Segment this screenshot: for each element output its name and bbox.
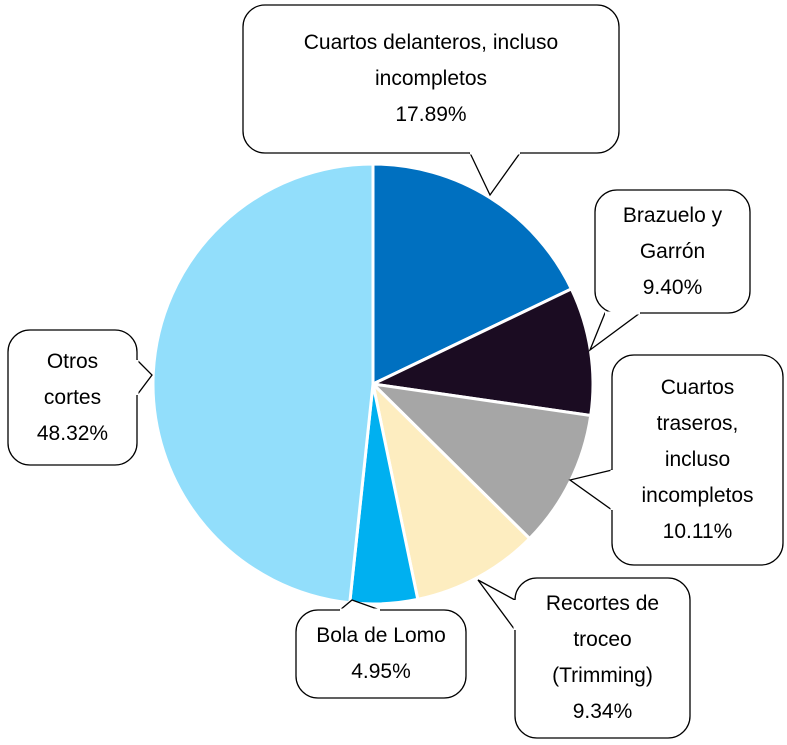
callout-box [295,609,467,699]
value-label: 9.40% [642,275,703,299]
value-label: 4.95% [351,660,411,683]
category-label: Recortes de troceo (Trimming) [545,592,660,687]
pie-slice [151,162,375,605]
category-label: Cuartos traseros, incluso incompletos [641,376,754,507]
category-label: Otros cortes [43,349,102,409]
value-label: 10.11% [662,520,733,543]
value-label: 48.32% [36,421,109,445]
callout-label: Cuartos delanteros, incluso incompletos 1… [243,5,619,153]
callout-pointer [477,579,516,632]
value-label: 9.34% [572,700,633,723]
callout-box [242,4,620,154]
callout-label: Brazuelo y Garrón 9.40% [595,190,750,313]
value-label: 17.89% [395,103,467,126]
pie-slice [368,381,593,541]
category-label: Bola de Lomo [316,624,446,647]
callout-box [594,189,751,314]
callout-pointer [588,312,642,352]
category-label: Brazuelo y Garrón [622,203,723,263]
callout-pointer [568,469,613,512]
pie-slice [370,379,532,602]
pie-slice [371,162,574,387]
callout-box [514,577,691,739]
category-label: Cuartos delanteros, incluso incompletos [303,31,559,90]
callout-label: Bola de Lomo 4.95% [296,610,466,698]
callout-label: Cuartos traseros, incluso incompletos 10.… [612,355,783,565]
callout-box [611,354,784,566]
pie-slice [367,286,595,418]
callout-box [7,329,138,466]
callout-label: Otros cortes 48.32% [8,330,137,465]
callout-pointer [136,358,153,397]
callout-label: Recortes de troceo (Trimming) 9.34% [515,578,690,738]
